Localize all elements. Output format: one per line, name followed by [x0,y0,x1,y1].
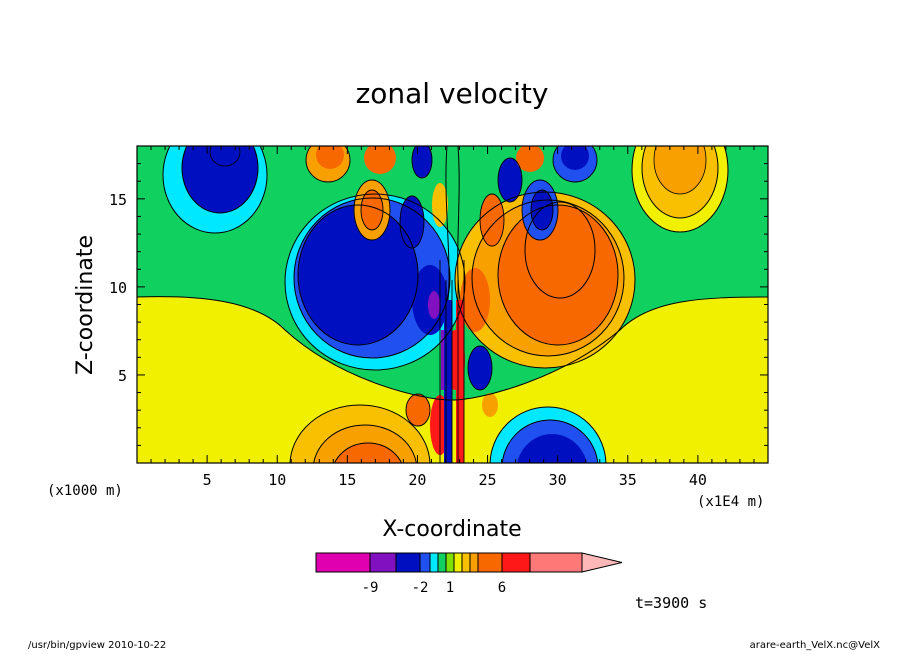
colorbar-segment [461,552,471,573]
colorbar-arrow [581,552,623,573]
colorbar-tick-label: 1 [446,580,454,596]
colorbar-segment [437,552,447,573]
colorbar-segment [445,552,455,573]
x-tick-label: 35 [619,471,637,489]
colorbar-segment [315,552,371,573]
colorbar-tick-label: 6 [498,580,506,596]
colorbar-tick-label: -2 [412,580,429,596]
footer-right: arare-earth_VelX.nc@VelX [749,640,880,651]
x-tick-label: 40 [689,471,707,489]
chart-title: zonal velocity [356,77,549,110]
lobe-right-orange [498,205,618,345]
x-unit-right: (x1E4 m) [697,494,764,510]
x-tick-label: 20 [408,471,426,489]
x-tick-label: 10 [268,471,286,489]
cell-left-top-blue [182,146,258,213]
x-axis-label: X-coordinate [382,517,521,542]
colorbar-segment [395,552,421,573]
colorbar-segment [477,552,503,573]
time-label: t=3900 s [635,594,707,612]
colorbar-segment [429,552,439,573]
colorbar-segment [453,552,463,573]
colorbar [315,552,623,573]
cell-bottom-left-yellow [290,405,430,463]
x-tick-label: 15 [338,471,356,489]
y-tick-label: 15 [109,191,127,209]
central-jet-dark [444,300,452,463]
y-tick-label: 5 [118,367,127,385]
lobe-left-blue [298,205,418,345]
footer-left: /usr/bin/gpview 2010-10-22 [28,640,167,651]
x-tick-label: 30 [549,471,567,489]
x-axis-ticks: 5 10 15 20 25 30 35 40 [150,146,755,489]
colorbar-segment [501,552,531,573]
colorbar-segment [529,552,583,573]
colorbar-segment [469,552,479,573]
colorbar-segment [369,552,397,573]
colorbar-segment [419,552,431,573]
x-unit-left: (x1000 m) [47,483,123,499]
colorbar-tick-label: -9 [362,580,379,596]
y-tick-label: 10 [109,279,127,297]
y-axis-ticks: 5 10 15 [109,163,768,446]
plot-field [137,146,768,463]
y-axis-label: Z-coordinate [73,235,98,375]
x-tick-label: 25 [479,471,497,489]
x-tick-label: 5 [203,471,212,489]
colorbar-labels: -9 -2 1 6 [362,580,507,596]
